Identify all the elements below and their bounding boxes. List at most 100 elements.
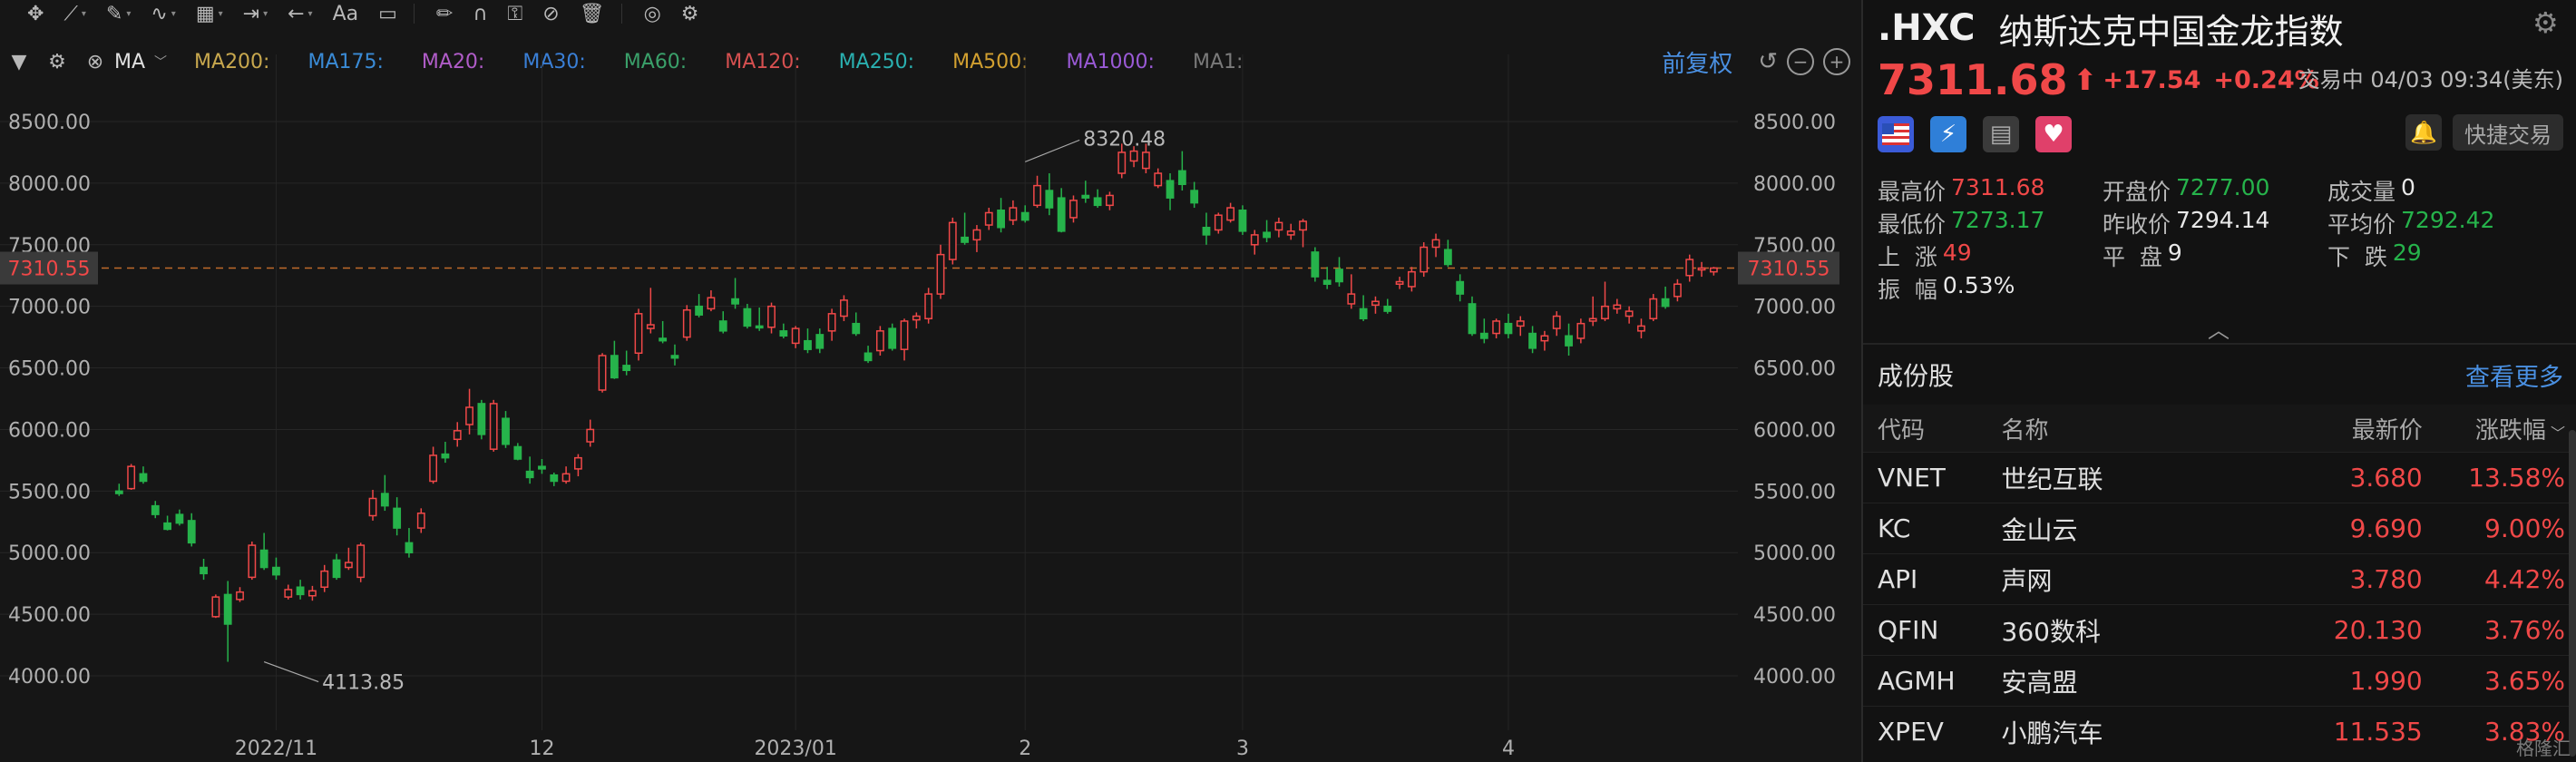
candle-body[interactable]: [382, 493, 388, 506]
candle-body[interactable]: [1493, 321, 1499, 334]
candle-body[interactable]: [321, 572, 327, 588]
candle-body[interactable]: [212, 597, 219, 617]
candle-body[interactable]: [466, 407, 473, 425]
candle-body[interactable]: [140, 474, 146, 481]
candle-body[interactable]: [273, 568, 279, 575]
candle-body[interactable]: [1034, 186, 1040, 206]
candle-body[interactable]: [1566, 336, 1572, 346]
candle-body[interactable]: [249, 545, 255, 577]
candle-body[interactable]: [720, 321, 727, 331]
candle-body[interactable]: [1674, 284, 1681, 297]
candle-body[interactable]: [768, 307, 775, 327]
col-name[interactable]: 名称: [1989, 412, 2212, 445]
us-flag-icon[interactable]: [1878, 116, 1914, 152]
candle-body[interactable]: [1590, 318, 1596, 321]
candle-body[interactable]: [1432, 239, 1439, 247]
candle-body[interactable]: [828, 314, 834, 331]
candle-body[interactable]: [225, 594, 231, 624]
panel-settings-icon[interactable]: ⚙: [2532, 5, 2563, 36]
candle-body[interactable]: [1457, 282, 1463, 295]
candle-body[interactable]: [309, 591, 316, 595]
candle-body[interactable]: [950, 222, 956, 259]
candle-body[interactable]: [696, 307, 702, 316]
quick-trade-button[interactable]: 快捷交易: [2453, 114, 2563, 151]
candle-body[interactable]: [1650, 299, 1656, 319]
candle-body[interactable]: [1505, 324, 1511, 334]
candle-body[interactable]: [575, 458, 581, 469]
candle-body[interactable]: [1070, 200, 1077, 218]
candle-body[interactable]: [1324, 280, 1331, 284]
candle-body[interactable]: [1275, 222, 1282, 230]
candle-body[interactable]: [744, 308, 750, 326]
table-row[interactable]: KC 金山云 9.690 9.00%: [1863, 503, 2576, 553]
col-pct[interactable]: 涨跌幅 ﹀: [2439, 412, 2576, 445]
candle-body[interactable]: [491, 404, 497, 449]
candle-body[interactable]: [128, 466, 134, 488]
candle-body[interactable]: [816, 335, 823, 348]
candle-body[interactable]: [442, 454, 448, 458]
candle-body[interactable]: [1481, 334, 1488, 338]
candle-body[interactable]: [925, 294, 932, 318]
candle-body[interactable]: [260, 551, 267, 568]
candle-body[interactable]: [1445, 249, 1451, 264]
candle-body[interactable]: [1554, 317, 1560, 329]
candle-body[interactable]: [1384, 307, 1390, 311]
candle-body[interactable]: [1614, 305, 1620, 308]
candle-body[interactable]: [1348, 294, 1354, 304]
candle-body[interactable]: [526, 472, 532, 478]
candle-body[interactable]: [237, 592, 243, 600]
candle-body[interactable]: [707, 298, 714, 308]
candle-body[interactable]: [152, 506, 159, 515]
candle-body[interactable]: [1227, 208, 1234, 220]
candle-body[interactable]: [973, 230, 980, 239]
candle-body[interactable]: [454, 431, 461, 440]
candle-body[interactable]: [1107, 195, 1113, 205]
candle-body[interactable]: [478, 404, 484, 435]
flash-icon[interactable]: ⚡: [1930, 116, 1966, 152]
candle-body[interactable]: [1166, 181, 1173, 198]
candle-body[interactable]: [587, 429, 593, 442]
candle-body[interactable]: [1239, 210, 1245, 231]
candle-body[interactable]: [1602, 307, 1608, 319]
candle-body[interactable]: [1336, 269, 1342, 282]
candle-body[interactable]: [1118, 152, 1125, 173]
candle-body[interactable]: [648, 325, 654, 328]
candle-body[interactable]: [1625, 311, 1632, 316]
col-code[interactable]: 代码: [1863, 412, 1989, 445]
candle-body[interactable]: [1698, 269, 1704, 270]
candle-body[interactable]: [1143, 152, 1149, 169]
table-row[interactable]: AGMH 安高盟 1.990 3.65%: [1863, 655, 2576, 706]
candle-body[interactable]: [1264, 232, 1270, 237]
candle-body[interactable]: [346, 562, 352, 567]
candle-body[interactable]: [1686, 259, 1693, 276]
candle-body[interactable]: [1022, 212, 1029, 220]
candle-body[interactable]: [551, 475, 557, 482]
table-row[interactable]: QFIN 360数科 20.130 3.76%: [1863, 604, 2576, 655]
candle-body[interactable]: [539, 466, 545, 469]
candle-body[interactable]: [756, 326, 763, 327]
candle-body[interactable]: [1360, 308, 1366, 318]
candle-body[interactable]: [1541, 336, 1547, 340]
candle-body[interactable]: [913, 317, 920, 320]
candle-body[interactable]: [562, 474, 569, 481]
candle-body[interactable]: [684, 310, 690, 337]
candle-body[interactable]: [1191, 190, 1197, 203]
candle-body[interactable]: [1203, 228, 1209, 235]
candle-body[interactable]: [1252, 235, 1258, 245]
candle-body[interactable]: [430, 455, 436, 482]
candle-body[interactable]: [792, 328, 798, 343]
candle-body[interactable]: [611, 356, 618, 377]
candle-body[interactable]: [671, 356, 678, 358]
candle-body[interactable]: [599, 356, 605, 390]
candle-body[interactable]: [1396, 282, 1402, 285]
candle-body[interactable]: [1372, 301, 1379, 305]
candle-body[interactable]: [405, 542, 412, 552]
candle-body[interactable]: [877, 331, 883, 351]
candle-body[interactable]: [623, 366, 629, 370]
candle-body[interactable]: [1711, 269, 1717, 272]
view-more-link[interactable]: 查看更多: [2465, 357, 2563, 393]
candle-body[interactable]: [369, 498, 376, 515]
favorite-heart-icon[interactable]: ♥: [2035, 116, 2072, 152]
table-row[interactable]: VNET 世纪互联 3.680 13.58%: [1863, 452, 2576, 503]
